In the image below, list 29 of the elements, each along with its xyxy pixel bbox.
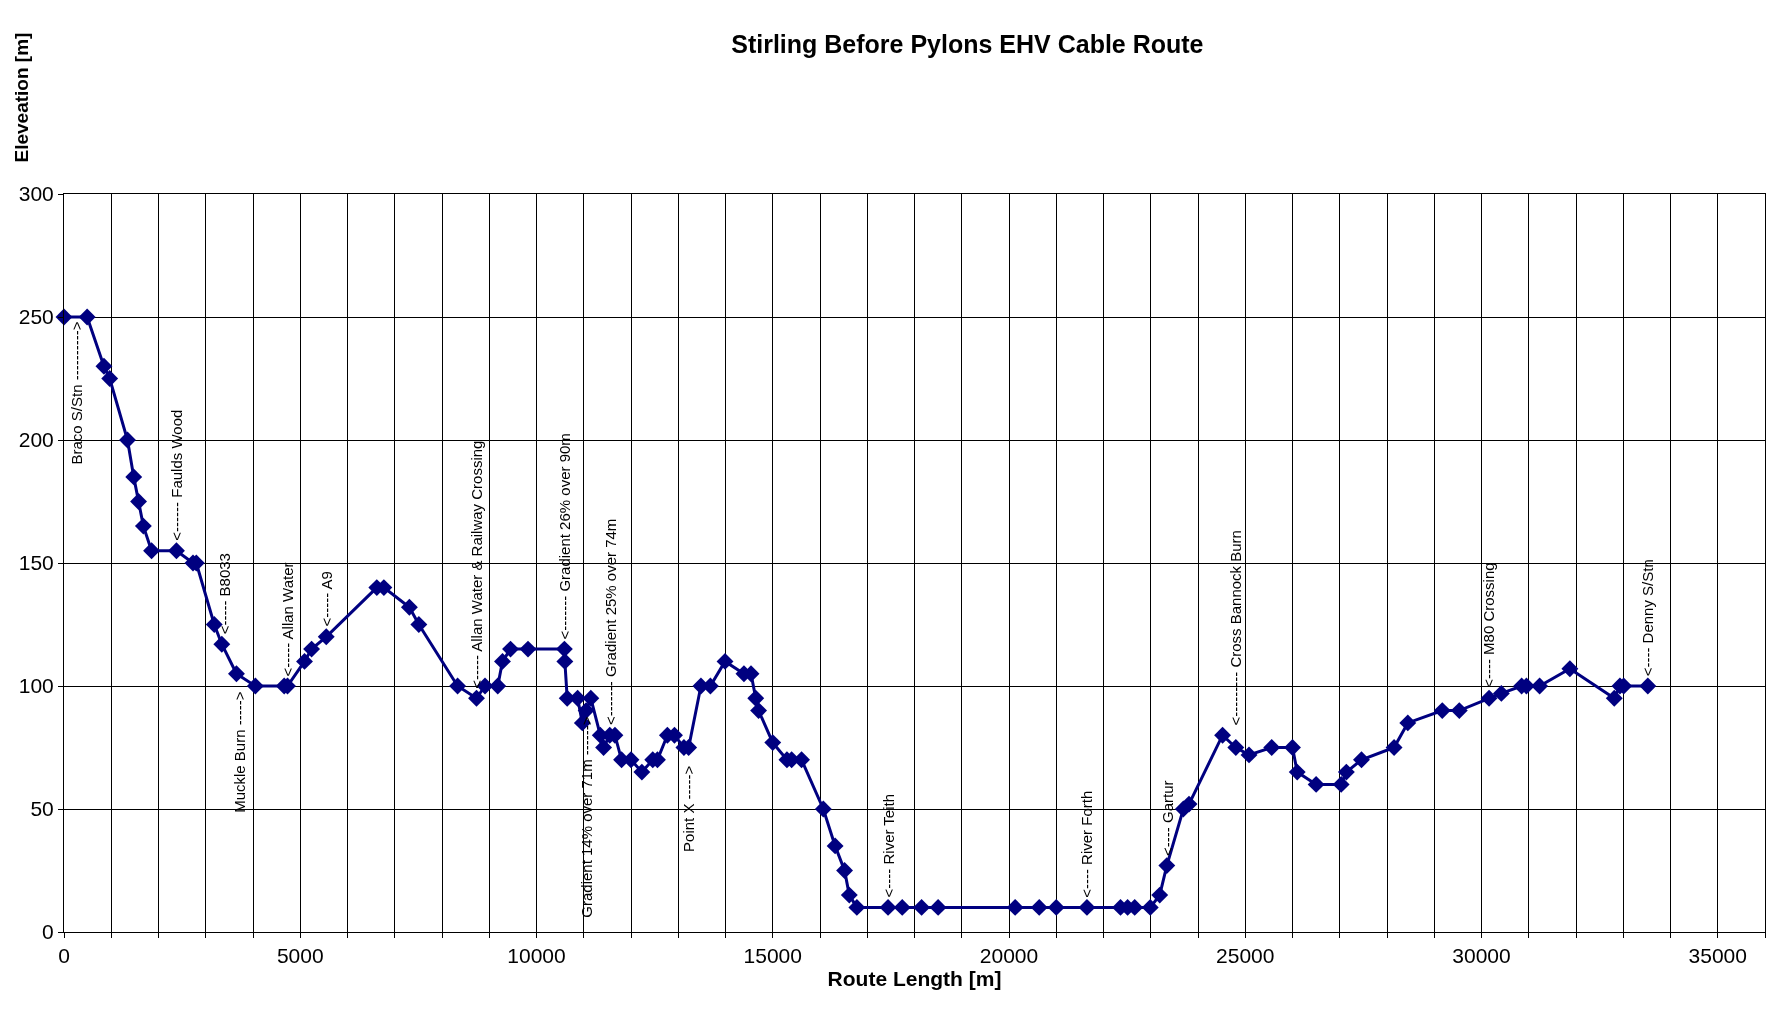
x-tick-label: 30000	[1452, 944, 1511, 968]
y-tick-label: 100	[18, 674, 54, 698]
y-tick-label: 0	[42, 920, 54, 944]
x-tick-label: 35000	[1688, 944, 1747, 968]
x-tick-label: 0	[58, 944, 70, 968]
y-tick-label: 300	[18, 182, 54, 206]
x-tick-label: 20000	[979, 944, 1039, 968]
y-tick-label: 150	[18, 551, 54, 575]
y-tick-label: 50	[30, 797, 54, 821]
chart-title: Stirling Before Pylons EHV Cable Route	[731, 29, 1204, 58]
x-axis-title: Route Length [m]	[827, 967, 1002, 991]
y-tick-label: 200	[18, 428, 54, 452]
x-tick-label: 25000	[1216, 944, 1275, 968]
annotation: Braco S/Stn ---------->	[67, 321, 85, 465]
annotation: <---- River Teith	[879, 793, 897, 898]
annotation: <----- A9	[317, 571, 335, 627]
x-tick-label: 15000	[743, 944, 802, 968]
annotation: <------ Faulds Wood	[168, 409, 186, 541]
annotation: <--------- Cross Bannock Burn	[1227, 530, 1245, 726]
x-tick-label: 5000	[276, 944, 324, 968]
annotation: <----- Allan Water	[279, 562, 297, 677]
annotation: Muckle Burn ----->	[230, 691, 248, 813]
annotation: <---- Gartur	[1158, 780, 1176, 856]
y-tick-label: 250	[18, 305, 54, 329]
y-axis-title: Eleveation [m]	[11, 32, 33, 163]
annotation: <------- Gradient 26% over 90m	[556, 433, 574, 640]
annotation: <---- Denny S/Stn	[1639, 559, 1657, 677]
x-tick-label: 10000	[507, 944, 566, 968]
annotation: <----- B8033	[215, 553, 233, 635]
